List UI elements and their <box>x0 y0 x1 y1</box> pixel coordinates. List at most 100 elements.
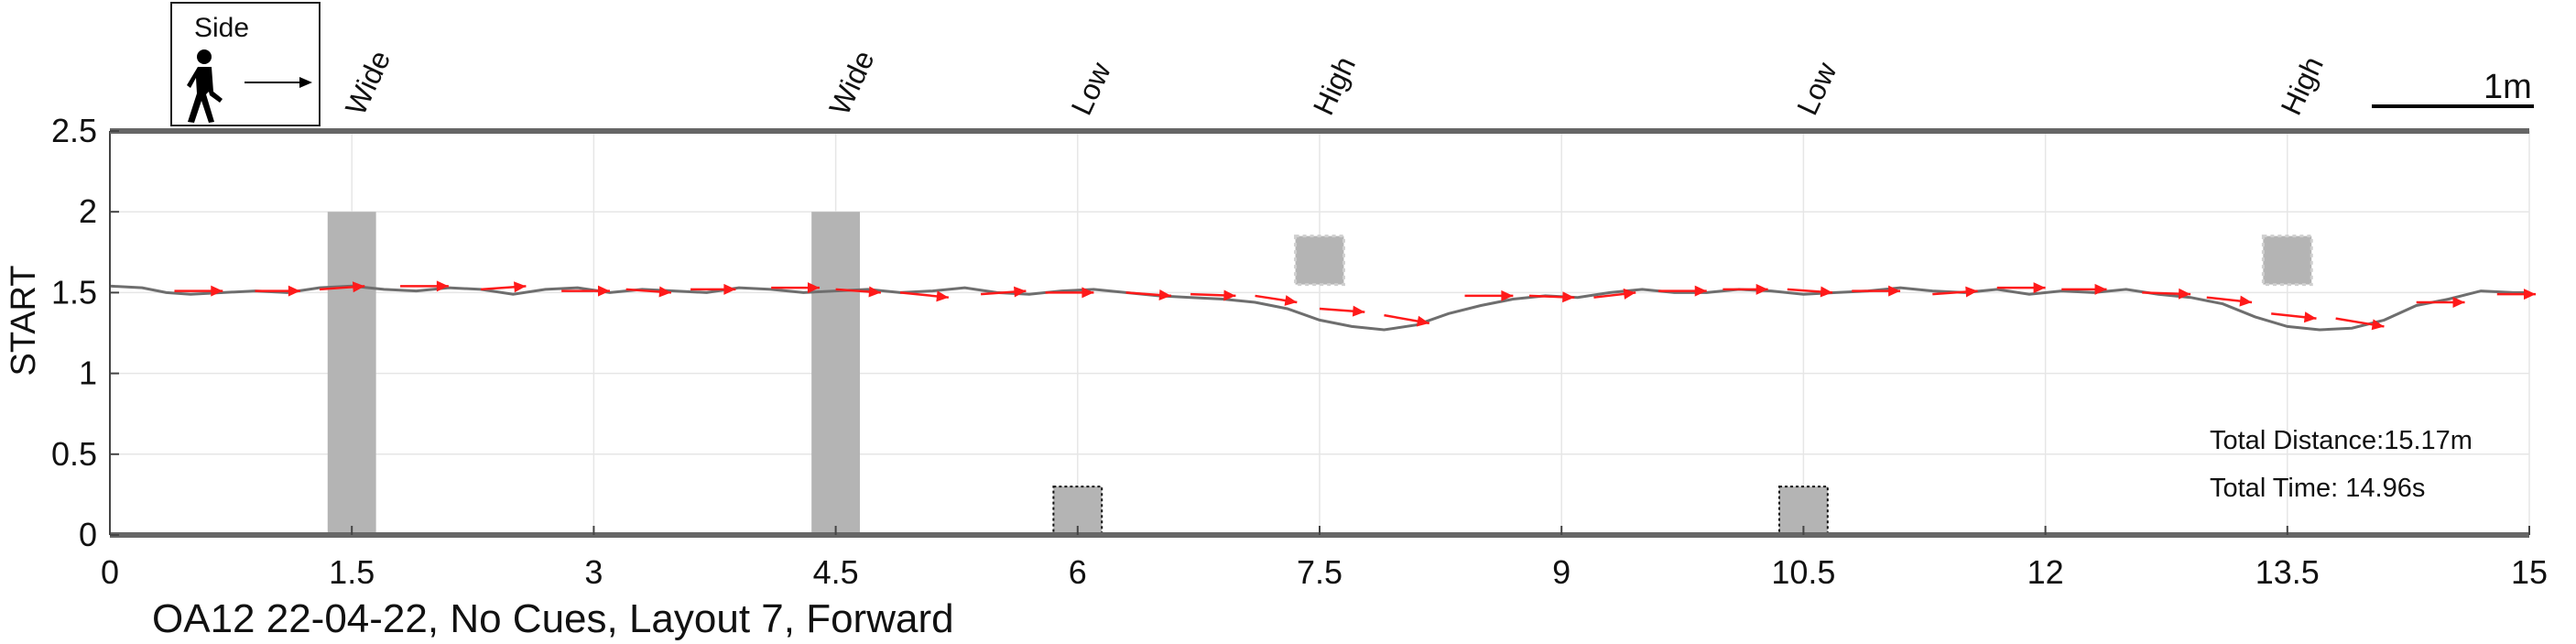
direction-arrow-icon <box>245 77 312 88</box>
heading-arrow-head <box>1755 283 1768 295</box>
heading-arrow-head <box>514 281 527 293</box>
heading-arrow-head <box>1081 287 1094 299</box>
heading-arrow-head <box>1223 289 1236 301</box>
total-distance: Total Distance:15.17m <box>2210 426 2473 455</box>
heading-arrow <box>771 282 820 294</box>
heading-arrow-head <box>2524 289 2537 300</box>
heading-arrow <box>561 285 611 297</box>
heading-arrow-head <box>2371 319 2385 331</box>
heading-arrow <box>2416 296 2465 308</box>
heading-arrow <box>1255 294 1298 306</box>
heading-arrow-head <box>2239 295 2253 307</box>
heading-arrow-head <box>1562 291 1575 303</box>
x-tick-label: 7.5 <box>1297 553 1342 591</box>
y-axis-label: START <box>5 265 43 376</box>
heading-arrow <box>835 286 882 298</box>
x-tick-label: 15 <box>2511 553 2548 591</box>
heading-arrow <box>319 281 365 293</box>
heading-arrow-head <box>2452 296 2465 308</box>
obstacle-label: Low <box>1790 57 1843 120</box>
heading-arrow-head <box>1888 285 1901 297</box>
heading-arrow <box>1593 288 1636 300</box>
legend-label: Side <box>194 13 249 43</box>
heading-arrow-head <box>807 282 820 294</box>
heading-arrow <box>1125 289 1172 300</box>
heading-arrow <box>1658 285 1707 297</box>
x-tick-label: 4.5 <box>813 553 859 591</box>
obstacle-label: Low <box>1065 57 1118 120</box>
y-tick-label: 2 <box>79 192 97 230</box>
x-tick-label: 6 <box>1069 553 1087 591</box>
y-tick-label: 2.5 <box>51 112 97 149</box>
obstacle-label: Wide <box>339 46 397 120</box>
y-tick-label: 0 <box>79 516 97 553</box>
y-tick-label: 0.5 <box>51 435 97 473</box>
heading-arrow <box>2206 295 2253 307</box>
scale-bar-label: 1m <box>2484 68 2532 106</box>
heading-arrow-head <box>1965 286 1978 298</box>
heading-arrow-head <box>1694 285 1707 297</box>
heading-arrow-head <box>288 285 300 297</box>
legend: Side <box>170 2 321 126</box>
heading-arrow <box>1996 282 2046 294</box>
heading-arrow-head <box>868 286 881 298</box>
heading-arrow-head <box>1501 289 1514 301</box>
heading-arrow-head <box>723 283 736 295</box>
obstacle-high <box>1294 235 1345 287</box>
heading-arrow-head <box>1158 289 1171 300</box>
heading-arrow <box>1045 287 1094 299</box>
heading-arrow-head <box>2033 282 2046 294</box>
heading-arrow-head <box>1416 315 1429 327</box>
x-tick-label: 10.5 <box>1771 553 1835 591</box>
heading-arrow <box>981 286 1027 298</box>
heading-arrow-head <box>436 280 449 292</box>
heading-arrow <box>690 283 736 295</box>
heading-arrow-head <box>1623 288 1636 300</box>
obstacle-high <box>2261 235 2313 287</box>
heading-arrow <box>2335 317 2385 331</box>
heading-arrow-head <box>2178 288 2191 300</box>
heading-arrow-head <box>658 286 671 298</box>
heading-arrow-head <box>1284 295 1298 306</box>
walking-person-icon <box>187 49 223 123</box>
heading-arrow <box>1787 286 1833 298</box>
x-tick-label: 3 <box>584 553 603 591</box>
heading-arrow <box>625 286 672 298</box>
heading-arrow <box>1528 291 1575 303</box>
x-tick-label: 9 <box>1552 553 1571 591</box>
heading-arrow-head <box>1014 286 1027 298</box>
obstacle-wide <box>327 212 376 535</box>
heading-arrow-head <box>936 290 949 302</box>
chart-title: OA12 22-04-22, No Cues, Layout 7, Forwar… <box>152 596 954 641</box>
y-tick-label: 1 <box>79 355 97 392</box>
heading-arrow-head <box>211 285 223 297</box>
heading-arrow <box>2061 283 2107 295</box>
heading-arrow-head <box>2094 283 2107 295</box>
heading-arrow <box>1723 283 1768 295</box>
x-tick-label: 0 <box>101 553 119 591</box>
heading-arrow-head <box>1820 286 1833 298</box>
heading-arrow-head <box>1352 305 1365 317</box>
heading-arrow <box>1384 313 1429 327</box>
total-time: Total Time: 14.96s <box>2210 474 2425 503</box>
heading-arrow <box>174 285 223 297</box>
y-tick-label: 1.5 <box>51 273 97 311</box>
walking-path-line <box>109 284 2529 332</box>
obstacle-label: High <box>1307 51 1362 120</box>
obstacle-label: High <box>2275 51 2330 120</box>
heading-arrow-head <box>2303 311 2317 323</box>
heading-arrow <box>481 281 527 293</box>
heading-arrow-head <box>352 281 365 293</box>
heading-arrow <box>1464 289 1514 301</box>
heading-arrow <box>1190 289 1236 301</box>
scale-bar: 1m <box>2372 68 2534 108</box>
plot-area <box>109 130 2537 537</box>
heading-arrow <box>2271 311 2317 323</box>
heading-arrow <box>2142 288 2191 300</box>
obstacle-label: Wide <box>822 46 880 120</box>
heading-arrow <box>2496 289 2537 300</box>
heading-arrow <box>1319 305 1365 317</box>
heading-arrow <box>899 290 950 302</box>
